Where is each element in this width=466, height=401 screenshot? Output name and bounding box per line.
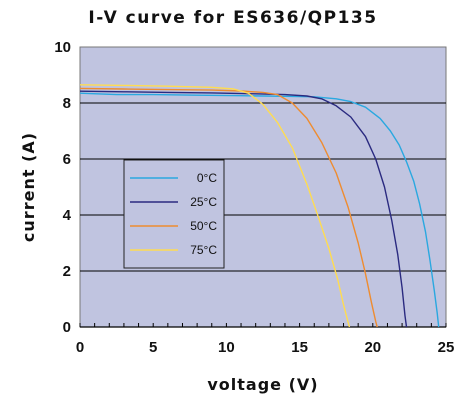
x-tick-labels: 0 5 10 15 20 25 [76,339,455,356]
x-tick-label: 5 [149,339,157,356]
y-tick-label: 10 [54,39,71,56]
y-tick-labels: 0 2 4 6 8 10 [54,39,71,336]
legend-label: 0°C [197,171,217,185]
series-line-0 [79,92,440,328]
y-tick-label: 8 [63,95,71,112]
x-axis-ticks [79,323,447,328]
y-tick-label: 4 [63,207,72,224]
series-line-1 [79,90,408,328]
legend: 0°C 25°C 50°C 75°C [123,159,225,269]
y-tick-label: 0 [63,319,71,336]
y-axis-title: current (A) [19,132,38,242]
legend-label: 75°C [190,243,217,257]
x-tick-label: 20 [364,339,381,356]
x-axis-title: voltage (V) [207,375,318,394]
y-tick-label: 2 [63,263,71,280]
x-tick-label: 15 [291,339,308,356]
series-lines [79,84,440,328]
chart-title: I-V curve for ES636/QP135 [88,8,377,28]
x-tick-label: 0 [76,339,84,356]
legend-label: 25°C [190,195,217,209]
x-tick-label: 25 [438,339,455,356]
y-tick-label: 6 [63,151,71,168]
series-line-3 [79,84,351,328]
legend-label: 50°C [190,219,217,233]
x-tick-label: 10 [218,339,235,356]
series-line-2 [79,87,378,328]
